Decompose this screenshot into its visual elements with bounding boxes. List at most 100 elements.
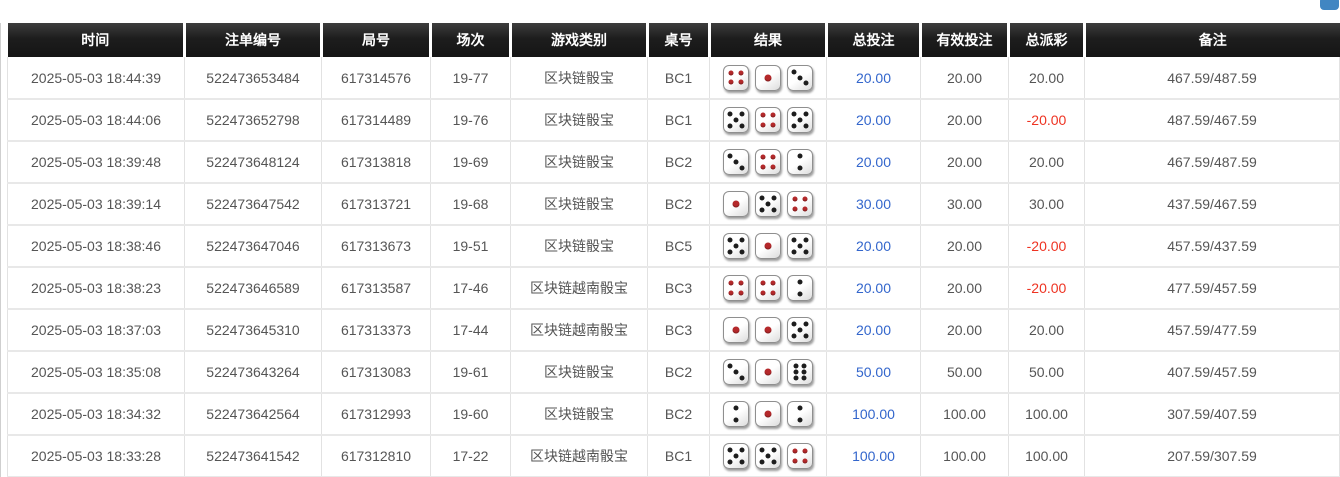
dice-icon-1-red [755,64,781,91]
dice-pip [770,122,776,128]
table-header: 时间 注单编号 局号 场次 游戏类别 桌号 结果 总投注 有效投注 总派彩 备注 [7,23,1340,57]
cell-result [709,393,827,436]
total-bet-link[interactable]: 20.00 [855,238,892,254]
dice-pip [727,153,733,159]
dice-pip [727,123,733,129]
cell-remark: 457.59/437.59 [1084,225,1340,268]
cell-round_id: 617313587 [321,267,431,310]
column-header-total_bet: 总投注 [826,23,922,57]
dice-result-group [711,401,826,427]
cell-remark: 457.59/477.59 [1084,309,1340,352]
dice-pip [793,363,799,369]
dice-pip [739,123,745,129]
cell-bet_id: 522473645310 [184,309,322,352]
cell-remark: 467.59/487.59 [1084,141,1340,184]
cell-total_payout: 50.00 [1008,351,1085,394]
cell-total_bet: 20.00 [826,225,921,268]
dice-icon-2-black [723,401,749,427]
dice-icon-4-red [723,275,749,301]
dice-icon-1-red [755,359,781,385]
dice-icon-4-red [723,64,749,91]
total-payout-value: -20.00 [1026,112,1067,128]
dice-pip [727,363,733,369]
dice-pip [771,459,777,465]
dice-pip [792,206,798,212]
dice-icon-1-red [755,317,781,343]
dice-pip [738,290,744,296]
total-bet-link[interactable]: 50.00 [855,364,892,380]
cell-total_payout: 100.00 [1008,393,1085,436]
dice-result-group [711,275,826,301]
dice-pip [771,207,777,213]
cell-table_no: BC2 [647,351,710,394]
cell-remark: 207.59/307.59 [1084,435,1340,477]
cell-total_payout: 20.00 [1008,141,1085,184]
dice-pip [739,447,745,453]
dice-pip [727,249,733,255]
page-left-border [0,23,1,477]
corner-button[interactable] [1320,0,1339,10]
cell-total_bet: 100.00 [826,435,921,477]
cell-total_bet: 20.00 [826,141,921,184]
cell-result [709,99,827,142]
dice-pip [727,111,733,117]
cell-table_no: BC3 [647,267,710,310]
total-bet-link[interactable]: 20.00 [855,154,892,170]
dice-pip [733,405,739,411]
dice-pip [739,459,745,465]
dice-pip [791,249,797,255]
total-bet-link[interactable]: 100.00 [852,448,895,464]
dice-pip [739,111,745,117]
total-bet-link[interactable]: 30.00 [855,196,892,212]
cell-round_id: 617314489 [321,99,431,142]
dice-pip [792,448,798,454]
cell-round_id: 617313673 [321,225,431,268]
cell-total_payout: 30.00 [1008,183,1085,226]
dice-pip [797,165,803,171]
table-row: 2025-05-03 18:39:48 522473648124 617313818… [7,141,1340,184]
dice-pip [791,123,797,129]
cell-result [709,309,827,352]
cell-bet_id: 522473646589 [184,267,322,310]
dice-icon-1-red [755,401,781,427]
cell-session: 19-61 [430,351,511,394]
cell-time: 2025-05-03 18:34:32 [7,393,185,436]
total-bet-link[interactable]: 20.00 [855,280,892,296]
dice-pip [792,458,798,464]
cell-game_type: 区块链骰宝 [510,183,648,226]
table-row: 2025-05-03 18:44:06 522473652798 617314489… [7,99,1340,142]
cell-valid_bet: 20.00 [920,141,1009,184]
cell-total_bet: 20.00 [826,57,921,100]
dice-pip [733,369,739,375]
cell-session: 17-44 [430,309,511,352]
total-bet-link[interactable]: 20.00 [855,322,892,338]
cell-valid_bet: 20.00 [920,99,1009,142]
cell-bet_id: 522473647046 [184,225,322,268]
dice-pip [791,69,797,75]
dice-icon-5-black [723,443,749,469]
dice-icon-3-black [723,149,749,175]
cell-total_payout: -20.00 [1008,225,1085,268]
cell-total_payout: -20.00 [1008,99,1085,142]
dice-icon-4-red [755,275,781,301]
dice-pip [759,459,765,465]
dice-pip [791,333,797,339]
total-bet-link[interactable]: 20.00 [855,112,892,128]
column-header-valid_bet: 有效投注 [920,23,1010,57]
dice-pip [803,111,809,117]
cell-result [709,141,827,184]
total-bet-link[interactable]: 100.00 [852,406,895,422]
dice-pip [793,375,799,381]
cell-valid_bet: 50.00 [920,351,1009,394]
cell-remark: 477.59/457.59 [1084,267,1340,310]
dice-icon-5-black [755,443,781,469]
table-row: 2025-05-03 18:35:08 522473643264 617313083… [7,351,1340,394]
dice-pip [771,447,777,453]
dice-pip [727,447,733,453]
cell-result [709,351,827,394]
cell-bet_id: 522473647542 [184,183,322,226]
dice-icon-1-red [723,317,749,343]
total-bet-link[interactable]: 20.00 [855,69,892,86]
dice-result-group [711,233,826,259]
dice-icon-2-black [787,401,813,427]
